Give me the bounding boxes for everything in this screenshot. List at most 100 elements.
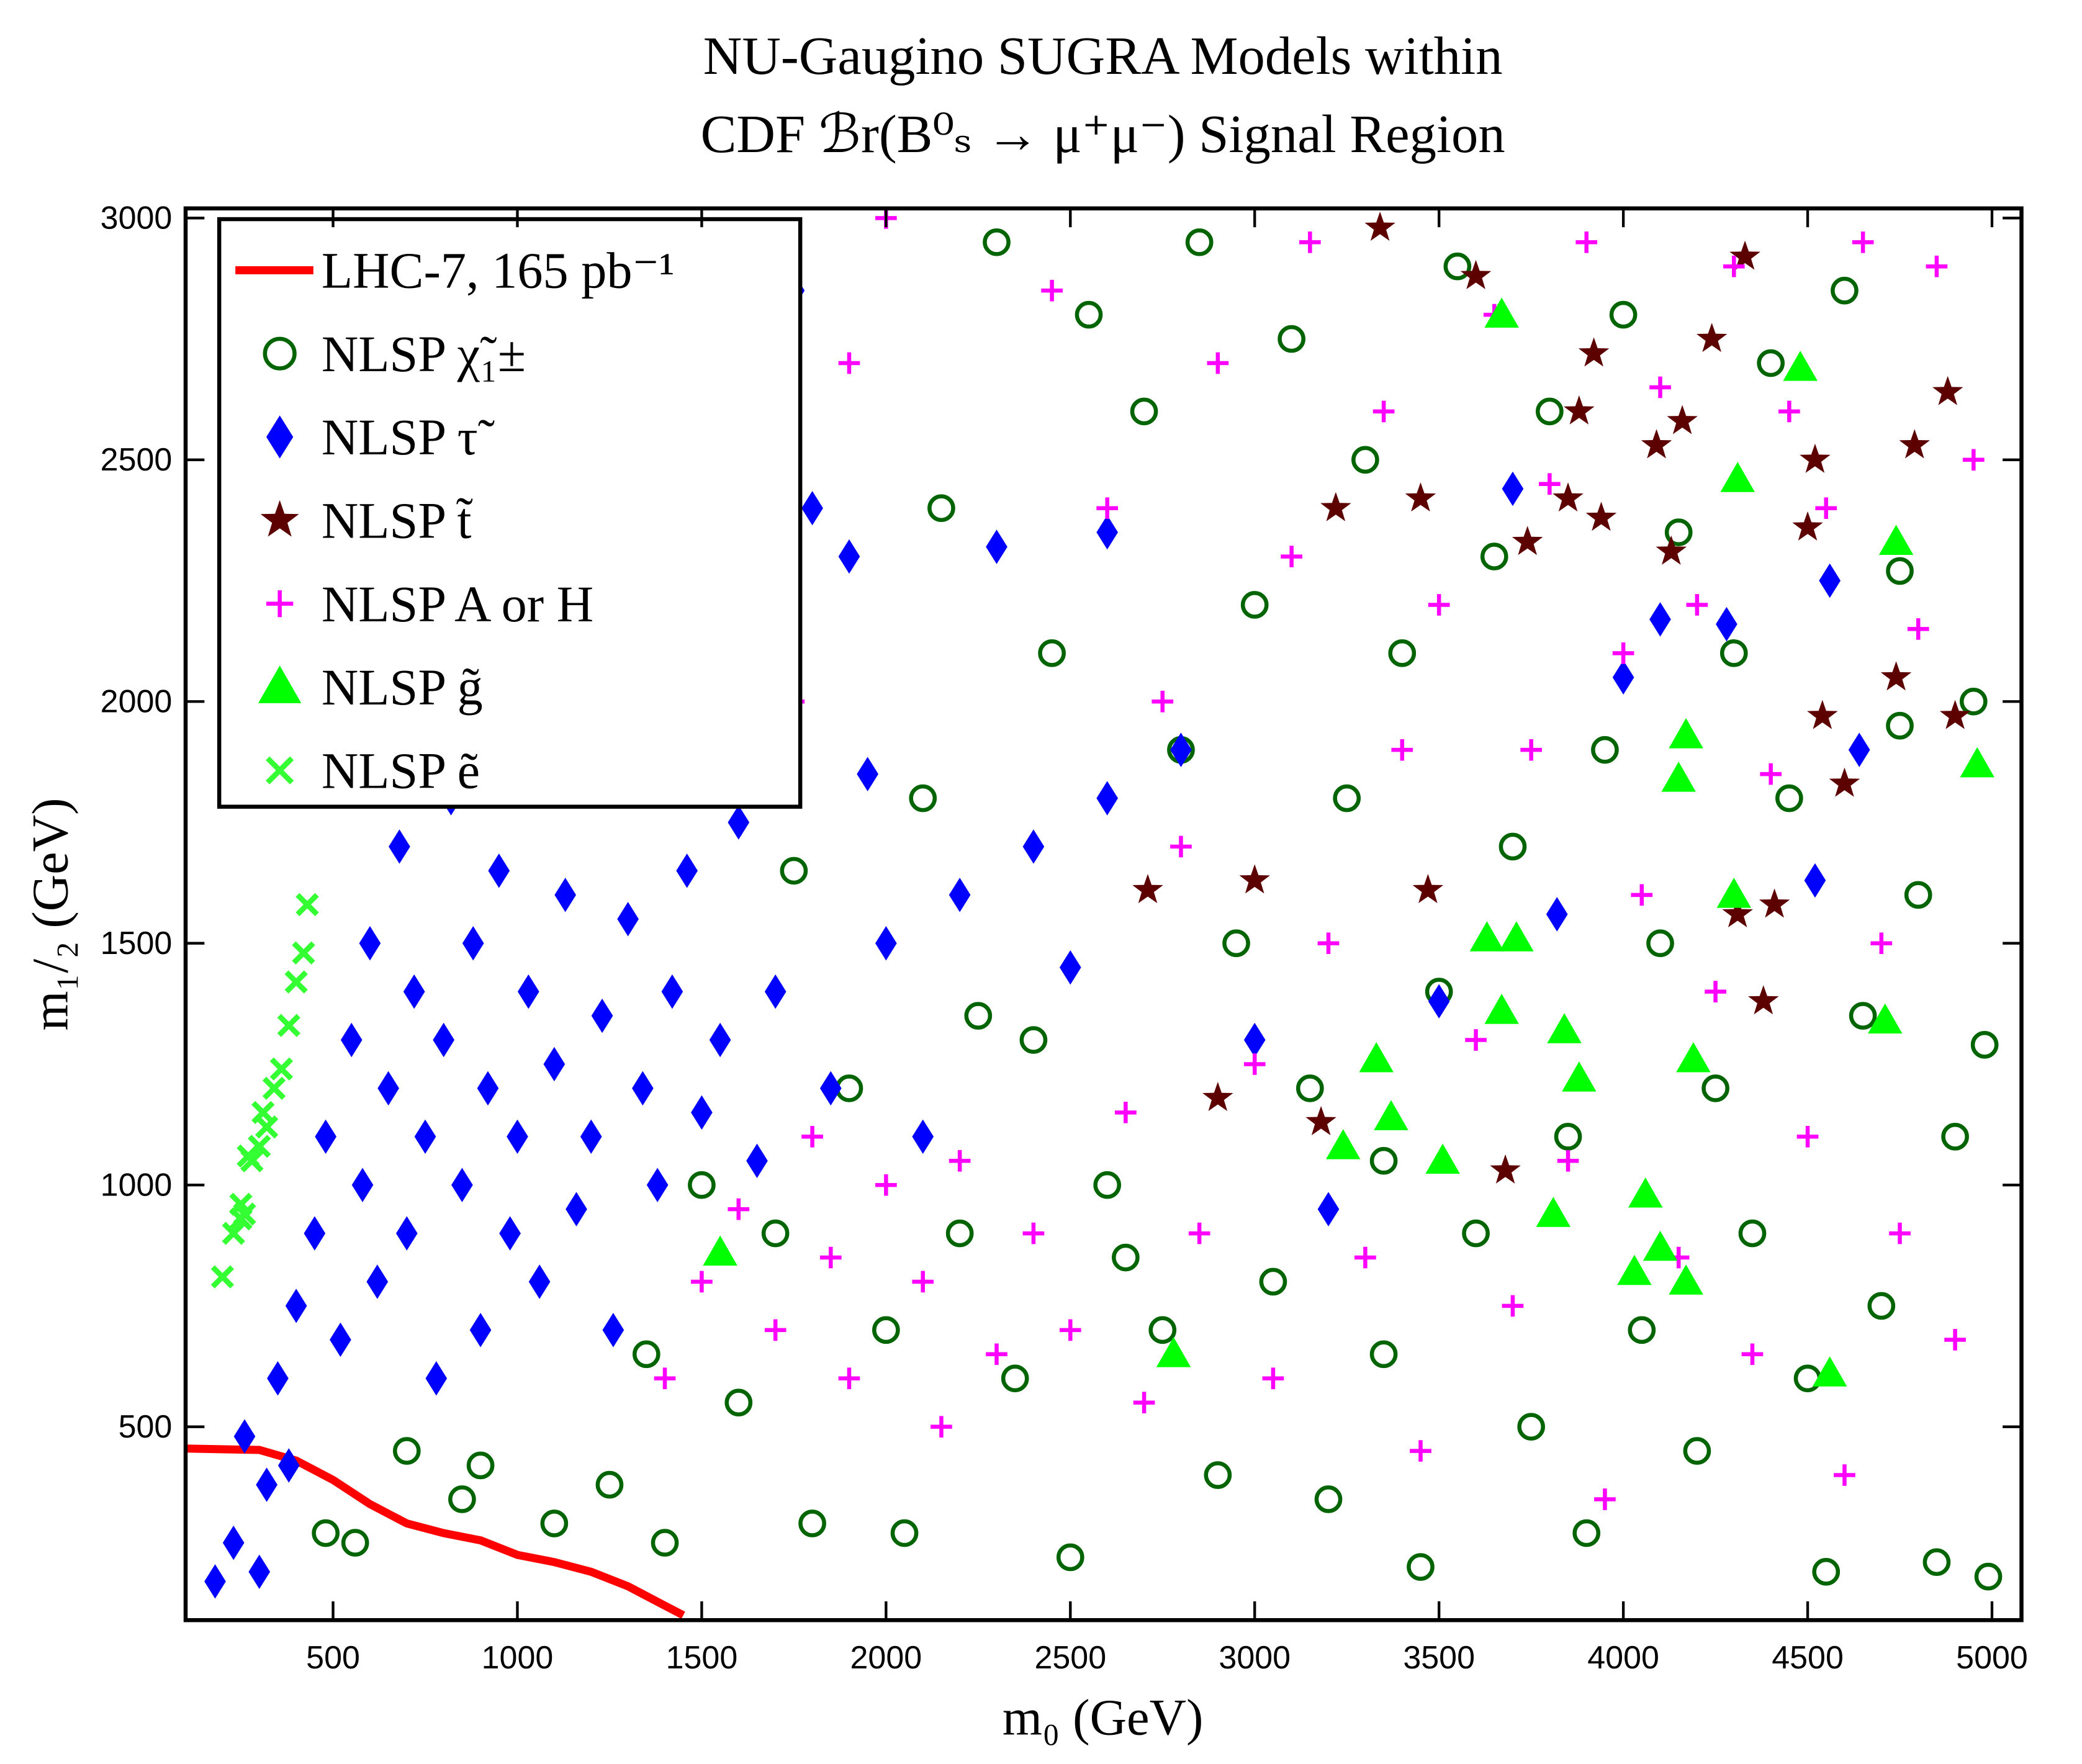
point — [1517, 1413, 1545, 1441]
point — [1722, 898, 1753, 928]
point — [1188, 1222, 1210, 1244]
point — [277, 1014, 300, 1037]
point — [295, 893, 319, 917]
point — [1941, 1122, 1969, 1151]
point — [1259, 1267, 1287, 1296]
point — [1490, 1154, 1521, 1184]
point — [1591, 736, 1619, 764]
point — [1185, 228, 1214, 256]
point — [1812, 1356, 1847, 1387]
point — [1552, 482, 1584, 512]
point — [1412, 874, 1444, 904]
x-tick-label: 4500 — [1772, 1640, 1844, 1676]
point — [1059, 950, 1081, 985]
point — [691, 1095, 713, 1130]
legend-label: LHC-7, 165 pb⁻¹ — [322, 243, 675, 299]
point — [964, 1002, 993, 1030]
point — [507, 1119, 528, 1154]
point — [1536, 1197, 1571, 1227]
point — [724, 1388, 753, 1417]
x-tick-label: 1000 — [482, 1640, 554, 1676]
point — [580, 1119, 602, 1154]
point — [1701, 1074, 1729, 1102]
point — [1719, 639, 1748, 667]
point — [1880, 661, 1912, 691]
point — [285, 1289, 307, 1323]
chart-title: NU-Gaugino SUGRA Models within — [703, 26, 1503, 86]
x-tick-label: 2500 — [1034, 1640, 1106, 1676]
point — [1484, 994, 1519, 1024]
point — [1520, 739, 1542, 761]
point — [857, 757, 879, 791]
point — [949, 1150, 971, 1172]
point — [1686, 594, 1708, 616]
point — [403, 974, 425, 1009]
point — [1019, 1026, 1048, 1054]
point — [1443, 252, 1472, 281]
point — [1372, 400, 1395, 423]
point — [1656, 535, 1687, 565]
point — [983, 228, 1011, 256]
point — [237, 1144, 260, 1168]
point — [1562, 1061, 1597, 1092]
point — [1499, 921, 1534, 952]
point — [1585, 502, 1617, 531]
point — [1222, 929, 1250, 958]
point — [1852, 231, 1874, 253]
point — [1572, 1519, 1601, 1547]
point — [1815, 497, 1837, 520]
point — [330, 1322, 351, 1357]
point — [1578, 337, 1610, 367]
point — [466, 1451, 495, 1480]
y-tick-label: 3000 — [101, 200, 173, 236]
point — [819, 1246, 842, 1269]
point — [761, 1219, 790, 1248]
point — [1970, 1030, 1999, 1059]
point — [315, 1119, 337, 1154]
point — [554, 878, 577, 912]
point — [1723, 255, 1745, 277]
point — [1807, 700, 1838, 729]
point — [1351, 446, 1379, 474]
point — [1796, 1125, 1819, 1148]
point — [1374, 1100, 1408, 1130]
point — [248, 1554, 271, 1590]
point — [1132, 874, 1163, 904]
point — [1156, 1337, 1191, 1367]
point — [1243, 1022, 1266, 1058]
point — [709, 1022, 731, 1058]
point — [266, 590, 294, 618]
point — [263, 336, 297, 371]
point — [875, 1174, 897, 1196]
point — [945, 1219, 974, 1248]
point — [1202, 1081, 1233, 1112]
point — [210, 1265, 235, 1289]
point — [1148, 1316, 1177, 1344]
point — [927, 494, 955, 523]
point — [284, 970, 308, 994]
y-tick-label: 1500 — [101, 925, 173, 961]
point — [1628, 1316, 1656, 1344]
y-axis-label: m₁/₂ (GeV) — [22, 798, 78, 1030]
point — [477, 1071, 499, 1106]
y-tick-label: 1000 — [101, 1168, 173, 1204]
point — [764, 974, 786, 1009]
point — [1643, 1230, 1678, 1261]
point — [393, 1437, 421, 1465]
point — [1661, 762, 1696, 792]
point — [1364, 211, 1395, 241]
x-tick-label: 3500 — [1403, 1640, 1475, 1676]
point — [222, 1525, 245, 1560]
point — [425, 1361, 448, 1396]
point — [1170, 835, 1192, 858]
point — [1391, 739, 1413, 761]
point — [1646, 929, 1674, 958]
point — [1800, 443, 1831, 473]
point — [875, 925, 897, 961]
point — [1305, 1105, 1336, 1135]
point — [1240, 591, 1269, 619]
point — [617, 902, 639, 937]
point — [1320, 492, 1351, 521]
point — [1038, 639, 1066, 667]
